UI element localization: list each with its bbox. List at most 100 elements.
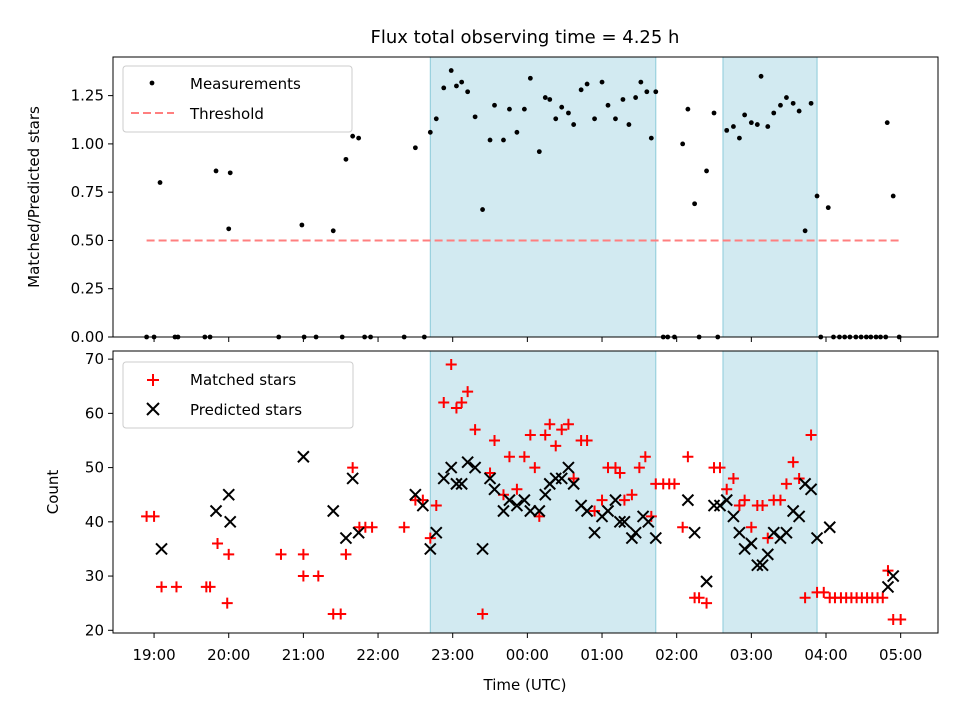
matched-star-point [524, 429, 536, 441]
measurement-point [472, 114, 478, 120]
predicted-star-point [588, 526, 601, 539]
legend-box [122, 361, 354, 429]
measurement-point [521, 106, 527, 112]
matched-star-point [438, 397, 450, 409]
y-tick-label: 50 [85, 459, 104, 477]
measurement-point [514, 129, 520, 135]
measurement-point [465, 89, 471, 95]
predicted-star-point [761, 548, 774, 561]
matched-star-point [366, 521, 378, 533]
matched-star-point [727, 472, 739, 484]
measurement-point [748, 120, 754, 126]
chart-title: Flux total observing time = 4.25 h [371, 27, 680, 48]
x-tick-label: 03:00 [730, 646, 773, 664]
matched-star-point [757, 500, 769, 512]
measurement-point [692, 201, 698, 207]
predicted-star-point [155, 542, 168, 556]
legend-label-matched: Matched stars [190, 371, 296, 389]
matched-star-point [774, 494, 786, 506]
predicted-star-point [707, 499, 721, 512]
x-tick-label: 02:00 [655, 646, 698, 664]
measurement-point [501, 137, 506, 143]
measurement-point [808, 100, 814, 106]
measurement-point [825, 205, 831, 211]
predicted-star-point [539, 488, 552, 501]
measurement-point [542, 95, 548, 100]
predicted-star-point [488, 483, 501, 496]
matched-star-point [312, 570, 324, 582]
predicted-star-point [567, 477, 580, 491]
predicted-star-point [810, 531, 824, 545]
y-tick-label: 30 [85, 567, 104, 585]
measurement-point [441, 85, 447, 91]
matched-star-point [762, 532, 774, 544]
measurement-point [814, 193, 820, 199]
measurement-point [796, 108, 802, 114]
predicted-star-point [580, 504, 594, 518]
measurement-point [547, 97, 553, 102]
x-tick-label: 04:00 [804, 646, 847, 664]
predicted-star-point [618, 515, 631, 529]
measurement-point [527, 75, 533, 81]
matched-star-point [297, 548, 309, 560]
predicted-star-point [524, 504, 537, 518]
x-axis-bottom: 19:00 20:00 21:00 22:00 23:00 00:00 01:00 02:00… [132, 633, 922, 664]
x-tick-label: 05:00 [879, 646, 922, 664]
y-tick-label: 60 [85, 404, 104, 422]
measurement-point [704, 168, 709, 174]
matched-star-point [221, 597, 233, 609]
y-axis-label-bottom: Count [44, 470, 62, 515]
matched-star-point [347, 462, 359, 474]
y-tick-label: 40 [85, 513, 104, 531]
legend-marker-measurements [149, 80, 155, 86]
measurement-point [213, 168, 219, 174]
y-tick-label: 0.75 [71, 183, 104, 201]
matched-star-point [223, 548, 235, 560]
measurement-point [578, 87, 584, 93]
matched-star-point [589, 505, 601, 517]
measurement-point [633, 95, 639, 100]
y-tick-label: 70 [85, 350, 104, 368]
measurement-point [480, 207, 485, 212]
measurement-point [584, 81, 590, 87]
measurement-point [685, 106, 691, 112]
measurement-point [566, 110, 571, 116]
y-tick-label: 0.00 [71, 328, 104, 346]
predicted-star-point [468, 461, 482, 474]
x-axis-label: Time (UTC) [483, 676, 567, 694]
predicted-star-point [555, 472, 568, 485]
predicted-star-point [533, 504, 546, 518]
matched-star-point [430, 500, 442, 512]
panel-counts: 20 30 40 50 60 70 19:00 20:00 21:00 22:00 23:00 00… [44, 350, 939, 694]
measurement-point [711, 110, 717, 116]
matched-star-point [677, 521, 689, 533]
matched-star-point [596, 494, 608, 506]
matched-star-point [275, 548, 287, 560]
matched-star-point [614, 467, 626, 479]
legend-label-threshold: Threshold [189, 105, 264, 123]
matched-star-point [745, 521, 757, 533]
predicted-star-point [733, 526, 746, 539]
measurement-point [226, 226, 232, 232]
predicted-star-point [745, 537, 758, 550]
x-tick-label: 21:00 [282, 646, 325, 664]
measurement-point [620, 97, 626, 102]
matched-star-point [633, 462, 645, 474]
measurement-point [592, 116, 597, 122]
axes-frame-top [112, 56, 939, 338]
predicted-star-point [224, 515, 237, 529]
predicted-star-point [792, 510, 806, 523]
x-ticks-top [153, 337, 902, 342]
observing-windows-bottom [429, 350, 818, 634]
predicted-star-point [346, 472, 359, 485]
matched-star-point [895, 613, 907, 625]
matched-star-point [424, 532, 436, 544]
observing-window [722, 56, 818, 338]
legend-label-predicted: Predicted stars [190, 401, 302, 419]
predicted-star-point [209, 504, 223, 518]
predicted-star-point [562, 461, 575, 474]
measurement-point [330, 228, 336, 234]
matched-star-point [668, 478, 680, 490]
predicted-star-point [461, 455, 474, 469]
matched-star-point [701, 597, 713, 609]
